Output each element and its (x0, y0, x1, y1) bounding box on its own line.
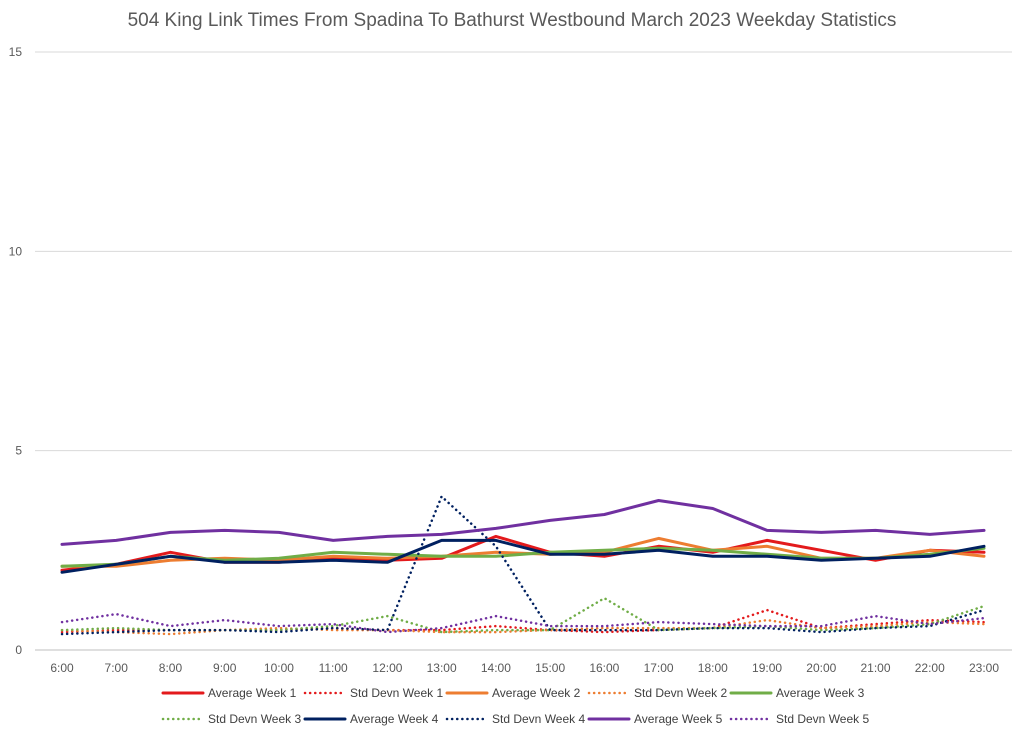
series-line-9 (60, 499, 986, 546)
legend-label-2: Std Devn Week 1 (350, 686, 443, 700)
legend-label-9: Average Week 5 (634, 712, 723, 726)
y-tick-label: 0 (15, 643, 22, 657)
legend-label-6: Std Devn Week 3 (208, 712, 301, 726)
x-tick-label: 8:00 (159, 661, 183, 675)
legend-label-8: Std Devn Week 4 (492, 712, 585, 726)
x-tick-label: 19:00 (752, 661, 782, 675)
x-tick-label: 7:00 (105, 661, 129, 675)
x-tick-label: 13:00 (427, 661, 457, 675)
x-tick-label: 12:00 (372, 661, 402, 675)
x-tick-label: 21:00 (861, 661, 891, 675)
x-tick-label: 20:00 (806, 661, 836, 675)
legend-label-4: Std Devn Week 2 (634, 686, 727, 700)
x-tick-label: 6:00 (50, 661, 74, 675)
chart-title: 504 King Link Times From Spadina To Bath… (127, 10, 897, 31)
series-line-5 (60, 546, 986, 568)
series-line-10 (60, 612, 986, 634)
y-tick-label: 5 (15, 444, 22, 458)
x-tick-label: 18:00 (698, 661, 728, 675)
series-line-8 (60, 495, 986, 636)
x-tick-label: 16:00 (589, 661, 619, 675)
legend-label-10: Std Devn Week 5 (776, 712, 869, 726)
x-tick-label: 17:00 (644, 661, 674, 675)
y-tick-label: 15 (9, 45, 23, 59)
x-tick-label: 11:00 (319, 661, 348, 675)
x-tick-label: 10:00 (264, 661, 294, 675)
x-tick-label: 14:00 (481, 661, 511, 675)
legend-label-7: Average Week 4 (350, 712, 439, 726)
x-tick-label: 9:00 (213, 661, 237, 675)
x-tick-label: 22:00 (915, 661, 945, 675)
series-line-3 (60, 536, 986, 568)
legend-label-3: Average Week 2 (492, 686, 581, 700)
legend-label-1: Average Week 1 (208, 686, 297, 700)
x-tick-label: 15:00 (535, 661, 565, 675)
x-tick-label: 23:00 (969, 661, 999, 675)
y-tick-label: 10 (9, 244, 23, 258)
legend-label-5: Average Week 3 (776, 686, 865, 700)
series-line-7 (60, 538, 986, 574)
